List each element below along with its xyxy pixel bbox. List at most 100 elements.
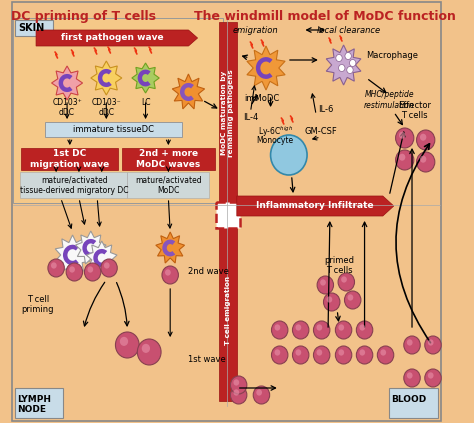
- Text: emigration: emigration: [232, 26, 278, 35]
- Text: IL-4: IL-4: [243, 113, 258, 123]
- Text: LC: LC: [141, 98, 150, 107]
- Circle shape: [407, 339, 412, 346]
- Circle shape: [345, 52, 351, 60]
- Text: BLOOD: BLOOD: [391, 395, 426, 404]
- Circle shape: [165, 269, 171, 276]
- FancyBboxPatch shape: [389, 388, 438, 418]
- Circle shape: [69, 266, 75, 273]
- Text: LYMPH
NODE: LYMPH NODE: [17, 395, 51, 415]
- Circle shape: [396, 150, 414, 170]
- Text: primed
T cells: primed T cells: [324, 255, 354, 275]
- Circle shape: [396, 128, 414, 148]
- Circle shape: [349, 60, 356, 66]
- Circle shape: [356, 321, 373, 339]
- Circle shape: [417, 152, 435, 172]
- FancyBboxPatch shape: [19, 172, 128, 198]
- FancyBboxPatch shape: [15, 20, 54, 36]
- Circle shape: [404, 369, 420, 387]
- Text: mature/activated
MoDC: mature/activated MoDC: [135, 175, 201, 195]
- FancyBboxPatch shape: [12, 2, 441, 421]
- Circle shape: [88, 266, 93, 273]
- Circle shape: [295, 324, 301, 331]
- Circle shape: [320, 279, 326, 286]
- Circle shape: [380, 349, 386, 356]
- Text: IL-6: IL-6: [318, 105, 333, 115]
- Text: T cell
priming: T cell priming: [22, 295, 54, 314]
- Circle shape: [428, 339, 434, 346]
- FancyBboxPatch shape: [219, 22, 237, 205]
- Polygon shape: [326, 45, 361, 85]
- Polygon shape: [75, 231, 106, 264]
- Circle shape: [345, 291, 361, 309]
- Circle shape: [359, 324, 365, 331]
- Circle shape: [428, 372, 434, 379]
- FancyBboxPatch shape: [45, 122, 182, 137]
- Circle shape: [230, 376, 247, 394]
- Polygon shape: [132, 63, 159, 93]
- Circle shape: [347, 66, 353, 74]
- Circle shape: [137, 339, 161, 365]
- Circle shape: [338, 324, 344, 331]
- Text: MHC/peptide
restimulation: MHC/peptide restimulation: [364, 90, 414, 110]
- FancyBboxPatch shape: [128, 172, 210, 198]
- Circle shape: [404, 336, 420, 354]
- Text: DC priming of T cells: DC priming of T cells: [11, 10, 156, 23]
- Circle shape: [66, 263, 82, 281]
- Polygon shape: [172, 74, 205, 109]
- Circle shape: [338, 349, 344, 356]
- Circle shape: [101, 259, 117, 277]
- Polygon shape: [247, 46, 285, 90]
- Text: T cell emigration: T cell emigration: [225, 275, 231, 345]
- Text: 1st wave: 1st wave: [189, 355, 226, 365]
- Text: 2nd wave: 2nd wave: [189, 267, 229, 277]
- Text: Macrophage: Macrophage: [366, 50, 419, 60]
- Circle shape: [336, 321, 352, 339]
- Circle shape: [292, 321, 309, 339]
- Polygon shape: [52, 66, 82, 100]
- FancyBboxPatch shape: [216, 202, 239, 228]
- Polygon shape: [237, 196, 394, 216]
- Circle shape: [272, 346, 288, 364]
- Circle shape: [317, 324, 322, 331]
- Circle shape: [295, 349, 301, 356]
- Circle shape: [313, 346, 330, 364]
- FancyBboxPatch shape: [13, 18, 223, 203]
- Circle shape: [327, 297, 332, 302]
- Circle shape: [417, 130, 435, 150]
- FancyBboxPatch shape: [15, 388, 63, 418]
- Circle shape: [399, 154, 405, 161]
- Circle shape: [274, 324, 280, 331]
- Circle shape: [336, 346, 352, 364]
- Circle shape: [116, 332, 139, 358]
- Circle shape: [274, 349, 280, 356]
- Text: Effector
T cells: Effector T cells: [398, 101, 431, 120]
- Circle shape: [323, 293, 340, 311]
- Text: CD103⁺
dDC: CD103⁺ dDC: [52, 98, 82, 118]
- Circle shape: [234, 379, 239, 386]
- Circle shape: [84, 263, 101, 281]
- Text: imMoDC: imMoDC: [244, 94, 279, 103]
- Polygon shape: [156, 232, 184, 263]
- Text: immature tissueDC: immature tissueDC: [73, 124, 154, 134]
- Circle shape: [341, 276, 347, 283]
- Text: first pathogen wave: first pathogen wave: [62, 33, 164, 42]
- Polygon shape: [36, 30, 198, 46]
- Circle shape: [407, 372, 412, 379]
- Circle shape: [271, 135, 307, 175]
- Circle shape: [338, 64, 345, 71]
- Circle shape: [336, 55, 342, 61]
- Circle shape: [317, 276, 334, 294]
- Circle shape: [317, 349, 322, 356]
- Circle shape: [425, 336, 441, 354]
- Circle shape: [338, 273, 355, 291]
- Polygon shape: [91, 61, 122, 95]
- Text: Monocyte: Monocyte: [256, 136, 294, 145]
- Circle shape: [142, 344, 150, 353]
- Text: Inflammatory Infiltrate: Inflammatory Infiltrate: [255, 201, 373, 211]
- Circle shape: [313, 321, 330, 339]
- FancyBboxPatch shape: [21, 148, 118, 170]
- Circle shape: [356, 346, 373, 364]
- Circle shape: [256, 389, 262, 396]
- Circle shape: [377, 346, 394, 364]
- Text: 2nd + more
MoDC waves: 2nd + more MoDC waves: [136, 149, 201, 169]
